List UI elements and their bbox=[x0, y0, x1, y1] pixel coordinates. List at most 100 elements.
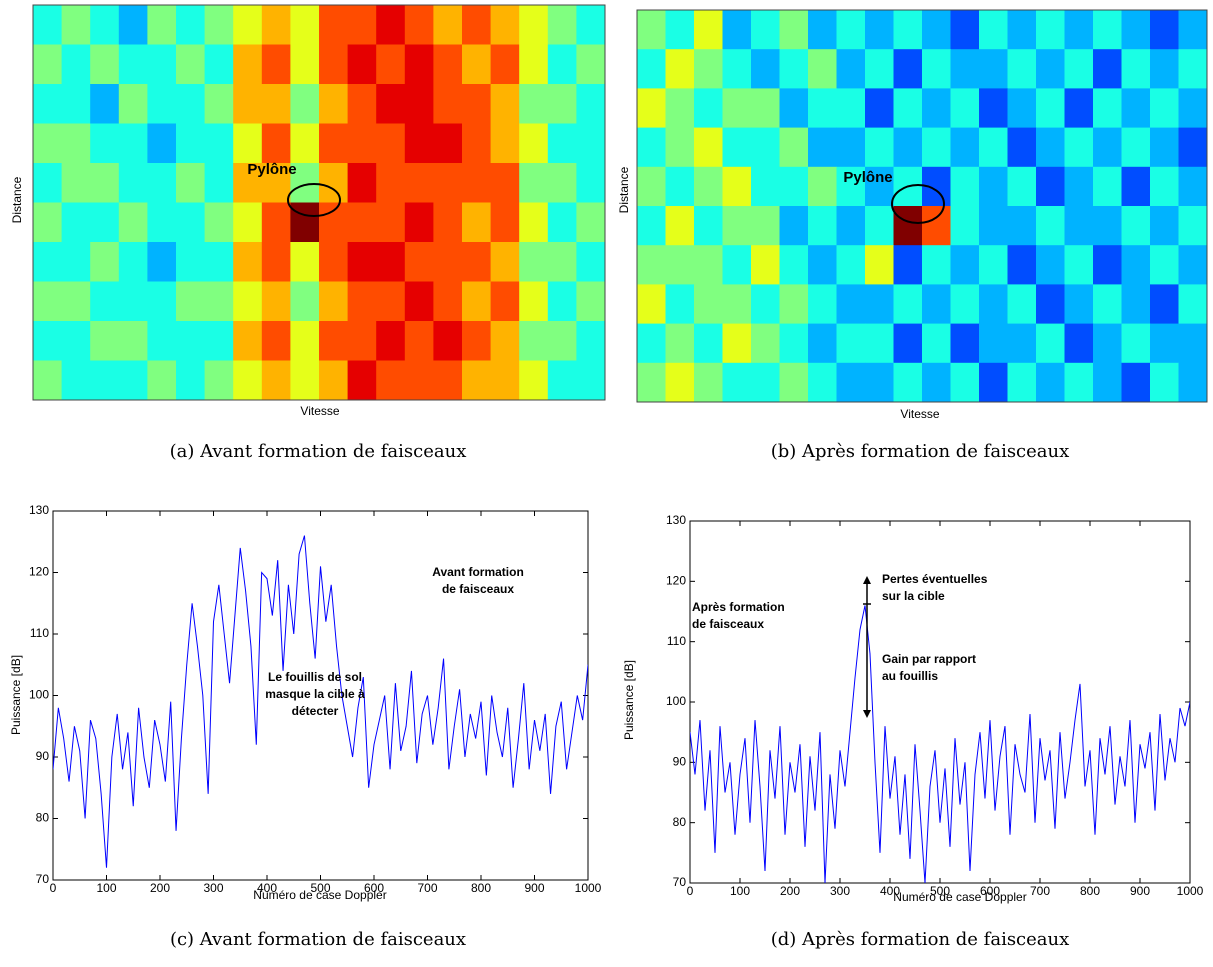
heatmap-cell bbox=[1093, 88, 1122, 129]
heatmap-cell bbox=[547, 84, 577, 124]
heatmap-cell bbox=[261, 5, 291, 45]
heatmap-cell bbox=[1178, 206, 1208, 246]
heatmap-cell bbox=[1036, 166, 1065, 207]
heatmap-cell bbox=[1093, 166, 1122, 207]
heatmap-cell bbox=[490, 84, 520, 124]
heatmap-cell bbox=[722, 284, 752, 325]
heatmap-cell bbox=[147, 281, 177, 322]
heatmap-cell bbox=[865, 127, 894, 168]
heatmap-cell bbox=[751, 10, 780, 50]
x-tick-label: 800 bbox=[1080, 884, 1100, 898]
heatmap-cell bbox=[233, 281, 263, 322]
heatmap-cell bbox=[836, 206, 866, 246]
heatmap-cell bbox=[694, 245, 723, 285]
heatmap-cell bbox=[1007, 88, 1037, 129]
heatmap-cell bbox=[1178, 284, 1208, 325]
heatmap-cell bbox=[637, 323, 666, 364]
heatmap-cell bbox=[176, 360, 206, 401]
heatmap-cell bbox=[404, 84, 434, 124]
x-tick-label: 0 bbox=[687, 884, 694, 898]
heatmap-cell bbox=[808, 362, 837, 403]
heatmap-cell bbox=[290, 5, 320, 45]
heatmap-cell bbox=[233, 44, 263, 85]
heatmap-cell bbox=[319, 281, 349, 322]
heatmap-cell bbox=[176, 242, 206, 282]
x-tick-label: 1000 bbox=[1177, 884, 1204, 898]
x-tick-label: 700 bbox=[1030, 884, 1050, 898]
annotation: Gain par rapport bbox=[882, 652, 976, 666]
heatmap-cell bbox=[519, 5, 549, 45]
heatmap-cell bbox=[519, 281, 549, 322]
x-axis-label: Numéro de case Doppler bbox=[893, 890, 1026, 904]
heatmap-cell bbox=[865, 10, 894, 50]
heatmap-cell bbox=[547, 281, 577, 322]
y-tick-label: 80 bbox=[36, 811, 50, 825]
heatmap-cell bbox=[665, 206, 695, 246]
x-axis-label: Numéro de case Doppler bbox=[253, 888, 386, 902]
heatmap-cell bbox=[33, 242, 63, 282]
heatmap-cell bbox=[519, 163, 549, 203]
heatmap-cell bbox=[433, 281, 463, 322]
heatmap-cell bbox=[576, 44, 606, 85]
x-tick-label: 200 bbox=[780, 884, 800, 898]
heatmap-cell bbox=[204, 163, 234, 203]
heatmap-cell bbox=[233, 202, 263, 243]
heatmap-cell bbox=[290, 123, 320, 164]
heatmap-cell bbox=[204, 84, 234, 124]
heatmap-cell bbox=[261, 281, 291, 322]
heatmap-cell bbox=[1036, 127, 1065, 168]
x-tick-label: 500 bbox=[310, 881, 330, 895]
heatmap-cell bbox=[1150, 166, 1179, 207]
y-tick-label: 120 bbox=[29, 565, 49, 579]
caption: (d) Après formation de faisceaux bbox=[771, 929, 1070, 950]
heatmap-cell bbox=[490, 360, 520, 401]
heatmap-cell bbox=[1150, 10, 1179, 50]
heatmap-cell bbox=[865, 284, 894, 325]
heatmap-cell bbox=[836, 10, 866, 50]
heatmap-cell bbox=[118, 5, 148, 45]
heatmap-cell bbox=[1036, 206, 1065, 246]
heatmap-cell bbox=[404, 281, 434, 322]
heatmap-cell bbox=[576, 360, 606, 401]
x-tick-label: 1000 bbox=[575, 881, 602, 895]
heatmap-cell bbox=[462, 321, 492, 361]
heatmap-cell bbox=[808, 49, 837, 89]
heatmap-cell bbox=[808, 10, 837, 50]
heatmap-cell bbox=[637, 88, 666, 129]
heatmap-cell bbox=[836, 284, 866, 325]
heatmap-cell bbox=[1093, 10, 1122, 50]
heatmap-cell bbox=[808, 323, 837, 364]
heatmap-cell bbox=[176, 44, 206, 85]
heatmap-cell bbox=[1007, 10, 1037, 50]
heatmap-cell bbox=[547, 5, 577, 45]
heatmap-cell bbox=[779, 284, 809, 325]
heatmap-cell bbox=[147, 321, 177, 361]
x-tick-label: 600 bbox=[364, 881, 384, 895]
heatmap-cell bbox=[547, 360, 577, 401]
heatmap-cell bbox=[147, 163, 177, 203]
heatmap-cell bbox=[319, 163, 349, 203]
heatmap-cell bbox=[290, 84, 320, 124]
heatmap-cell bbox=[1064, 284, 1094, 325]
heatmap-cell bbox=[950, 362, 980, 403]
heatmap-cell bbox=[61, 321, 91, 361]
heatmap-cell bbox=[519, 202, 549, 243]
heatmap-cell bbox=[347, 202, 377, 243]
heatmap-cell bbox=[347, 163, 377, 203]
heatmap-cell bbox=[1093, 127, 1122, 168]
heatmap-cell bbox=[1121, 245, 1151, 285]
heatmap-cell bbox=[722, 10, 752, 50]
heatmap-cell bbox=[808, 284, 837, 325]
heatmap-cell bbox=[836, 323, 866, 364]
heatmap-cell bbox=[1150, 49, 1179, 89]
heatmap-cell bbox=[893, 362, 923, 403]
heatmap-cell bbox=[1121, 49, 1151, 89]
x-tick-label: 100 bbox=[730, 884, 750, 898]
plot-frame bbox=[636, 9, 1208, 403]
heatmap-cell bbox=[61, 123, 91, 164]
heatmap-cell bbox=[433, 84, 463, 124]
heatmap-cell bbox=[233, 84, 263, 124]
heatmap-cell bbox=[404, 44, 434, 85]
heatmap-cell bbox=[261, 44, 291, 85]
